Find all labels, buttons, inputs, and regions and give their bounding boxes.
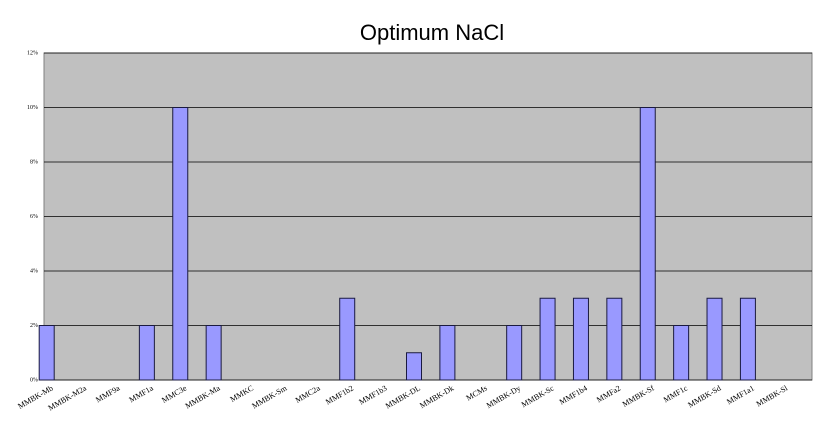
bar <box>706 297 723 381</box>
bar <box>172 107 189 381</box>
x-tick-label: MMBK-Sd <box>686 384 722 410</box>
bar <box>406 352 422 381</box>
x-tick-label: MMF1b2 <box>324 384 355 407</box>
x-tick-label: MMKC <box>229 384 255 404</box>
bar <box>673 325 690 381</box>
x-tick-label: MMBK-Dk <box>418 384 455 411</box>
x-tick-label: MMBK-DL <box>384 383 422 410</box>
y-tick-label: 8% <box>30 159 38 165</box>
y-tick-label: 0% <box>30 377 38 383</box>
x-tick-label: MMBK-Sc <box>520 383 556 409</box>
bar <box>539 297 556 381</box>
x-tick-label: MMF9a <box>94 383 122 404</box>
bar <box>38 325 55 381</box>
x-tick-label: MMF1a1 <box>725 384 756 407</box>
y-tick-label: 6% <box>30 214 38 220</box>
bar <box>506 325 523 381</box>
chart-title: Optimum NaCl <box>360 20 504 45</box>
x-tick-label: MMF1a <box>128 383 156 404</box>
x-tick-label: MMBK-Sf <box>621 383 656 409</box>
x-tick-label: MMC2a <box>294 383 322 405</box>
x-tick-label: MMF1b4 <box>558 384 589 407</box>
bar <box>439 325 456 381</box>
bar <box>339 297 356 381</box>
bar <box>606 297 623 381</box>
bar <box>572 297 589 381</box>
x-tick-label: MMBK-M2a <box>47 383 89 412</box>
bar <box>205 325 222 381</box>
x-tick-label: MMBK-Ma <box>184 383 222 410</box>
y-tick-label: 12% <box>27 50 38 56</box>
x-tick-label: MCMs <box>465 384 489 403</box>
x-tick-label: MMBK-Sm <box>250 383 289 411</box>
x-tick-label: MMFa2 <box>595 384 622 405</box>
y-tick-label: 2% <box>30 323 38 329</box>
x-tick-label: MMBK-Dy <box>485 384 522 411</box>
x-tick-label: MMBK-Sl <box>755 383 790 409</box>
bar <box>639 107 656 381</box>
bar <box>739 297 756 381</box>
y-tick-label: 4% <box>30 268 38 274</box>
y-tick-label: 10% <box>27 105 38 111</box>
bar <box>138 325 155 381</box>
